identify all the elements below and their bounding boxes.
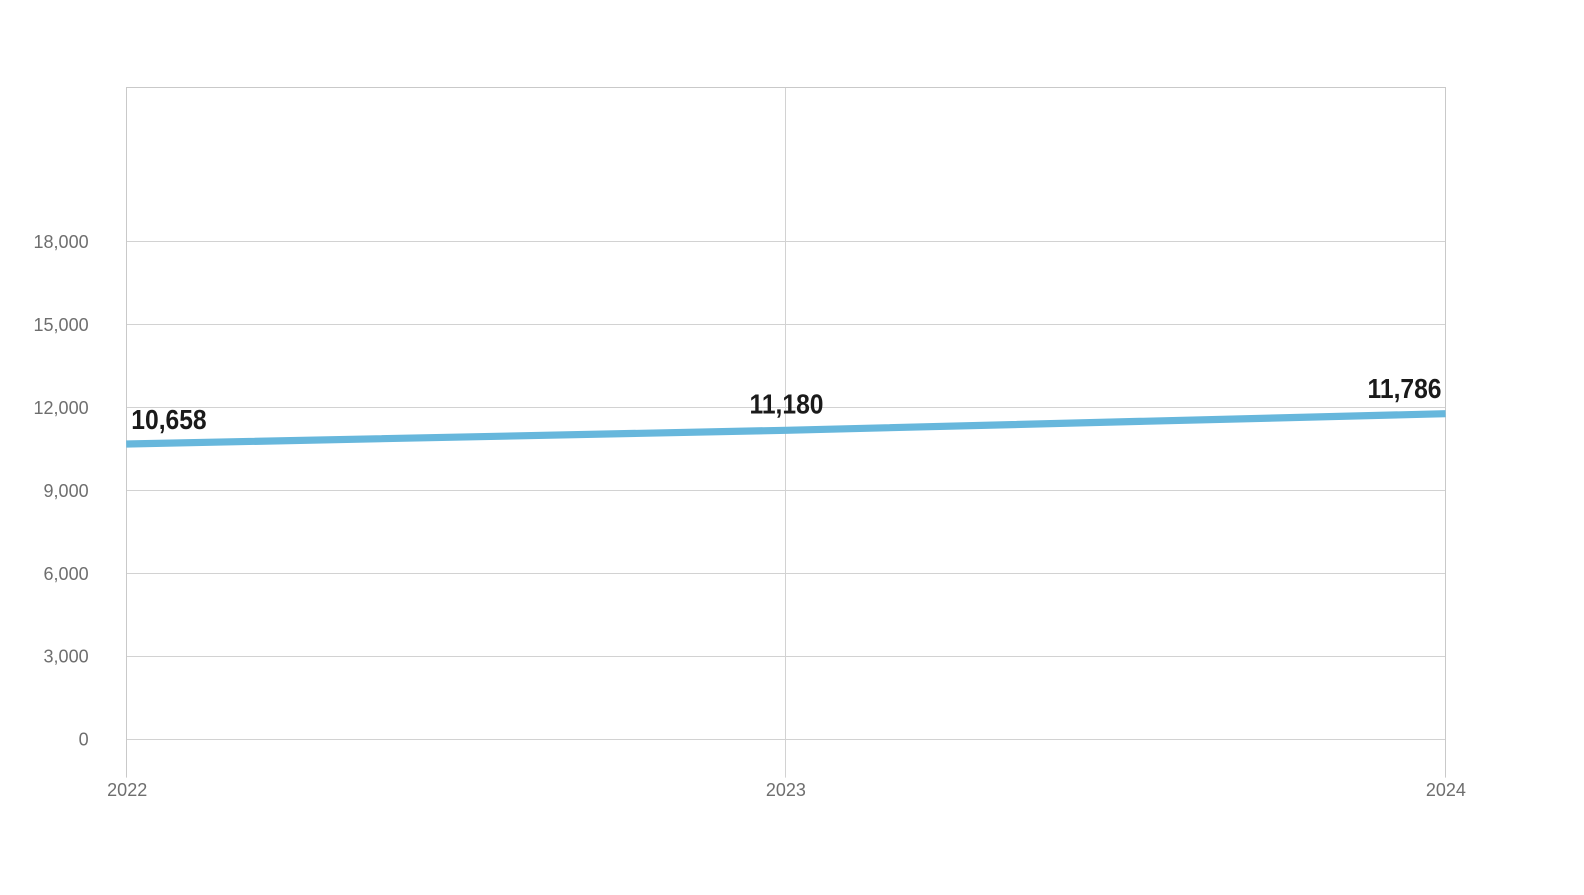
svg-text:12,000: 12,000 [34, 398, 89, 418]
svg-text:11,786: 11,786 [1368, 372, 1442, 404]
svg-text:18,000: 18,000 [34, 232, 89, 252]
svg-text:6,000: 6,000 [44, 564, 89, 584]
svg-text:9,000: 9,000 [44, 481, 89, 501]
svg-text:2023: 2023 [766, 780, 806, 800]
svg-text:10,658: 10,658 [131, 404, 206, 436]
svg-text:2022: 2022 [107, 780, 147, 800]
svg-text:3,000: 3,000 [44, 647, 89, 667]
svg-text:15,000: 15,000 [34, 315, 89, 335]
svg-text:0: 0 [79, 730, 89, 750]
svg-text:2024: 2024 [1426, 780, 1466, 800]
svg-text:11,180: 11,180 [750, 388, 824, 420]
